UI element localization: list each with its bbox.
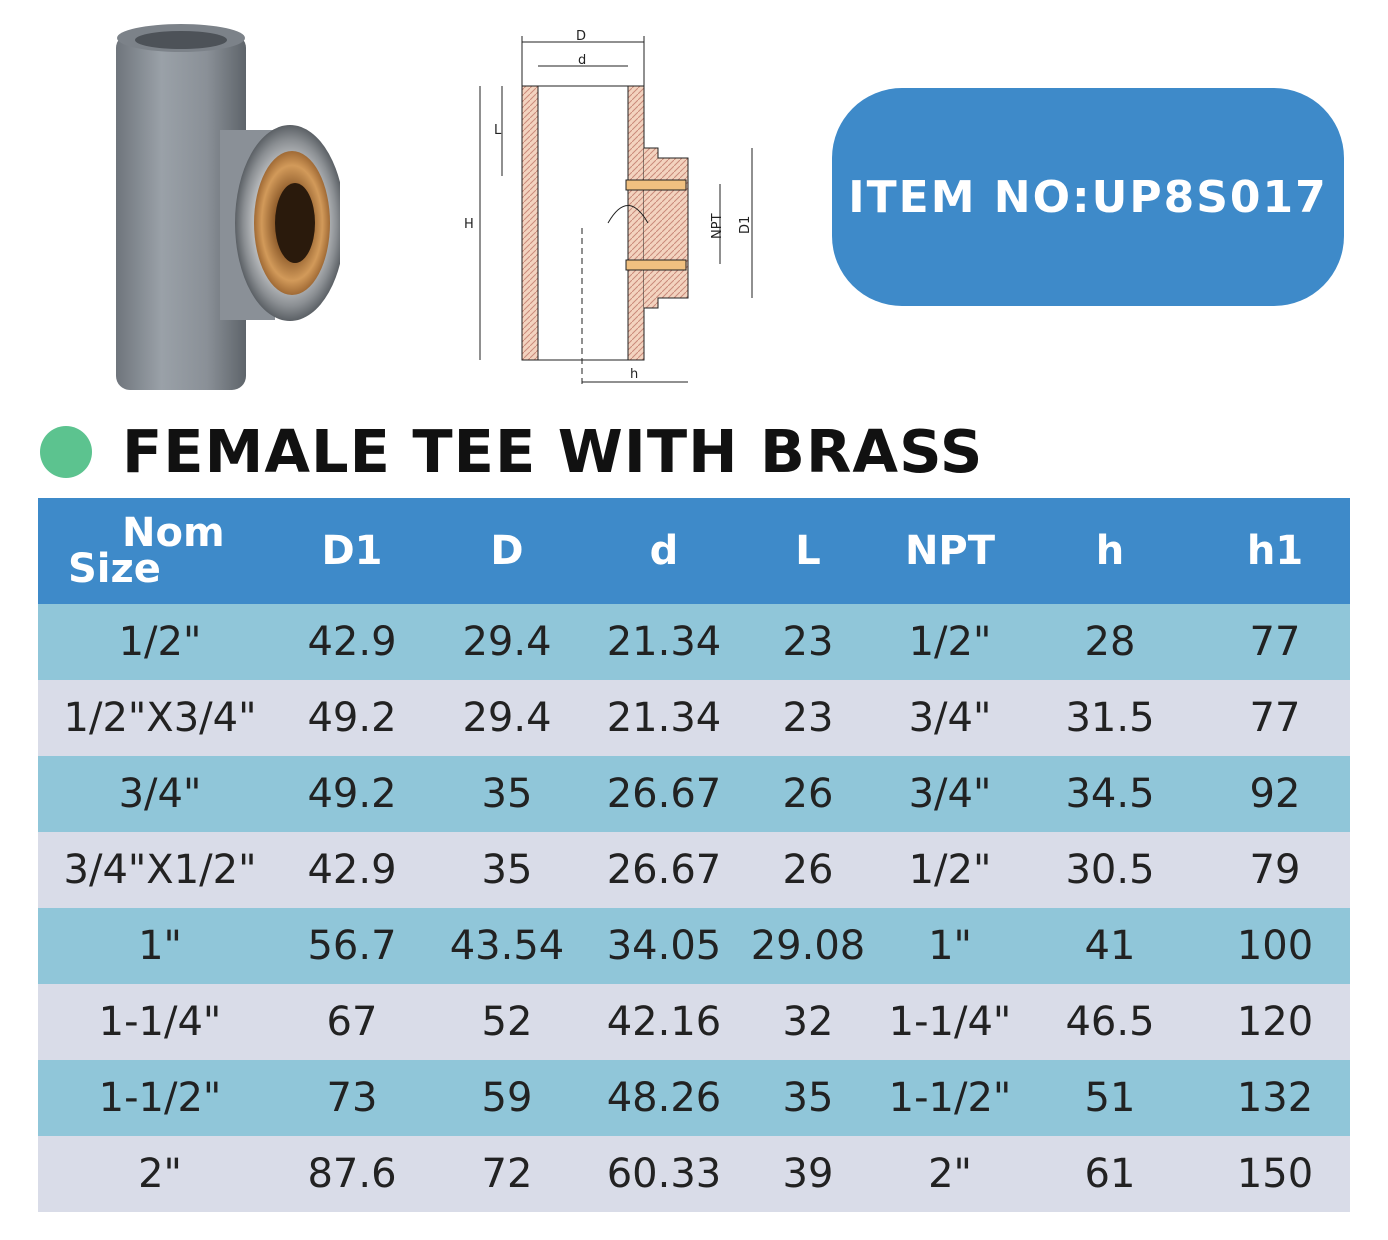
table-row: 3/4"X1/2" 42.9 35 26.67 26 1/2" 30.5 79 [38,832,1350,908]
cell-h1: 77 [1200,680,1350,756]
cell-h1: 77 [1200,604,1350,680]
cell-d1: 49.2 [282,756,422,832]
cell-h1: 150 [1200,1136,1350,1212]
cell-d1: 42.9 [282,832,422,908]
cell-D: 29.4 [422,604,592,680]
table-row: 2" 87.6 72 60.33 39 2" 61 150 [38,1136,1350,1212]
cell-d1: 56.7 [282,908,422,984]
header-d1: D1 [282,498,422,604]
cell-h: 31.5 [1020,680,1200,756]
table-row: 3/4" 49.2 35 26.67 26 3/4" 34.5 92 [38,756,1350,832]
cell-d1: 49.2 [282,680,422,756]
header-D: D [422,498,592,604]
dim-label-NPT: NPT [710,213,725,239]
header-npt: NPT [880,498,1020,604]
cell-d: 21.34 [592,680,736,756]
dim-label-L: L [494,123,502,138]
page-title: FEMALE TEE WITH BRASS [122,417,984,486]
cell-L: 23 [736,680,880,756]
cell-nom-size: 1-1/4" [38,984,282,1060]
product-photo [116,24,340,390]
spec-table: Nom Size D1 D d L NPT h h1 1/2" 42.9 29.4 2… [38,498,1350,1212]
cell-nom-size: 2" [38,1136,282,1212]
cell-D: 35 [422,832,592,908]
cell-L: 39 [736,1136,880,1212]
dim-label-h: h [630,367,638,382]
header-L: L [736,498,880,604]
cell-npt: 1-1/2" [880,1060,1020,1136]
cell-npt: 2" [880,1136,1020,1212]
cell-h: 34.5 [1020,756,1200,832]
cell-npt: 3/4" [880,680,1020,756]
cell-d: 60.33 [592,1136,736,1212]
cell-nom-size: 3/4" [38,756,282,832]
table-row: 1-1/2" 73 59 48.26 35 1-1/2" 51 132 [38,1060,1350,1136]
cell-D: 59 [422,1060,592,1136]
cell-h1: 79 [1200,832,1350,908]
cell-h: 61 [1020,1136,1200,1212]
table-header-row: Nom Size D1 D d L NPT h h1 [38,498,1350,604]
header-h1: h1 [1200,498,1350,604]
cell-nom-size: 1/2" [38,604,282,680]
cell-nom-size: 1/2"X3/4" [38,680,282,756]
cell-L: 26 [736,756,880,832]
cell-d1: 67 [282,984,422,1060]
cell-d: 21.34 [592,604,736,680]
cell-D: 43.54 [422,908,592,984]
table-row: 1-1/4" 67 52 42.16 32 1-1/4" 46.5 120 [38,984,1350,1060]
cell-h: 46.5 [1020,984,1200,1060]
cell-d: 26.67 [592,832,736,908]
cell-nom-size: 1-1/2" [38,1060,282,1136]
cell-npt: 1" [880,908,1020,984]
cell-L: 29.08 [736,908,880,984]
dim-label-d: d [578,53,586,68]
cell-h1: 92 [1200,756,1350,832]
technical-drawing: D d L H NPT D1 h [464,29,753,386]
header-nom-size: Nom Size [38,498,282,604]
cell-D: 72 [422,1136,592,1212]
cell-d: 34.05 [592,908,736,984]
cell-npt: 1-1/4" [880,984,1020,1060]
cell-D: 52 [422,984,592,1060]
cell-h1: 100 [1200,908,1350,984]
item-number-text: ITEM NO:UP8S017 [848,171,1328,223]
cell-D: 35 [422,756,592,832]
cell-nom-size: 1" [38,908,282,984]
cell-h: 30.5 [1020,832,1200,908]
dim-label-D1: D1 [738,216,753,234]
dim-label-H: H [464,217,474,232]
title-bullet-dot [40,426,92,478]
cell-L: 23 [736,604,880,680]
header-nom: Nom [122,510,225,556]
table-row: 1" 56.7 43.54 34.05 29.08 1" 41 100 [38,908,1350,984]
cell-d1: 73 [282,1060,422,1136]
header-h: h [1020,498,1200,604]
header-size: Size [68,546,161,592]
cell-D: 29.4 [422,680,592,756]
cell-npt: 1/2" [880,832,1020,908]
cell-npt: 1/2" [880,604,1020,680]
cell-d: 48.26 [592,1060,736,1136]
cell-d1: 42.9 [282,604,422,680]
table-row: 1/2"X3/4" 49.2 29.4 21.34 23 3/4" 31.5 77 [38,680,1350,756]
cell-d: 42.16 [592,984,736,1060]
dim-label-D: D [576,29,586,44]
item-number-badge: ITEM NO:UP8S017 [832,88,1344,306]
cell-h: 28 [1020,604,1200,680]
cell-h: 41 [1020,908,1200,984]
cell-d1: 87.6 [282,1136,422,1212]
cell-L: 32 [736,984,880,1060]
cell-h1: 120 [1200,984,1350,1060]
cell-h1: 132 [1200,1060,1350,1136]
cell-npt: 3/4" [880,756,1020,832]
cell-h: 51 [1020,1060,1200,1136]
table-row: 1/2" 42.9 29.4 21.34 23 1/2" 28 77 [38,604,1350,680]
cell-L: 26 [736,832,880,908]
header-d: d [592,498,736,604]
cell-nom-size: 3/4"X1/2" [38,832,282,908]
cell-d: 26.67 [592,756,736,832]
cell-L: 35 [736,1060,880,1136]
